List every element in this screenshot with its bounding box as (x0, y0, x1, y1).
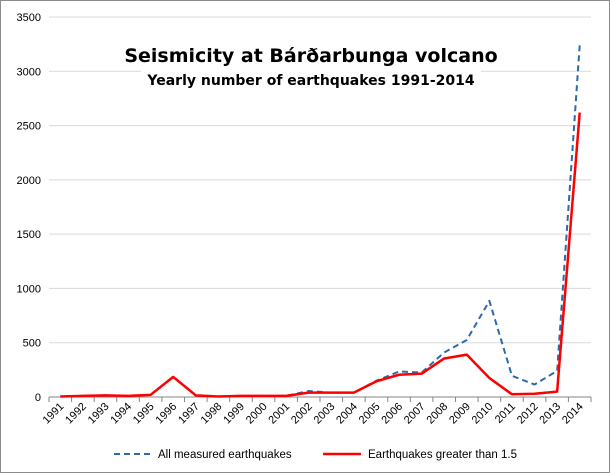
x-axis-tick-labels: 1991199219931994199519961997199819992000… (41, 401, 586, 427)
x-tick-label: 2009 (447, 401, 473, 427)
y-tick-label: 1500 (17, 229, 41, 241)
x-tick-label: 1994 (108, 401, 134, 427)
y-tick-label: 3500 (17, 12, 41, 24)
chart-title: Seismicity at Bárðarbunga volcano (124, 45, 497, 67)
series-line-all-earthquakes (60, 45, 581, 398)
x-tick-label: 2011 (493, 401, 518, 426)
legend-label-greater-than-1-5: Earthquakes greater than 1.5 (368, 449, 517, 461)
series-lines (60, 45, 581, 398)
series-line-greater-than-1-5 (60, 112, 581, 398)
x-tick-label: 2013 (537, 401, 563, 427)
x-axis (48, 396, 592, 402)
x-tick-label: 1995 (131, 401, 157, 427)
y-tick-label: 1000 (17, 283, 41, 295)
y-tick-label: 2000 (17, 175, 41, 187)
x-tick-label: 2014 (560, 401, 586, 427)
x-tick-label: 2008 (425, 401, 451, 427)
chart-title-block: Seismicity at Bárðarbunga volcano Yearly… (124, 39, 498, 95)
y-axis-tick-labels: 0 500 1000 1500 2000 2500 3000 3500 (17, 12, 41, 404)
x-tick-label: 1997 (176, 401, 202, 427)
x-tick-label: 2004 (334, 401, 360, 427)
y-tick-label: 3000 (17, 66, 41, 78)
x-tick-label: 2005 (357, 401, 383, 427)
x-tick-label: 2003 (312, 401, 338, 427)
x-tick-label: 1999 (221, 401, 247, 427)
legend-label-all-earthquakes: All measured earthquakes (158, 449, 292, 461)
x-tick-label: 1993 (86, 401, 112, 427)
x-tick-label: 1996 (154, 401, 180, 427)
x-tick-label: 2002 (289, 401, 315, 427)
y-tick-label: 0 (35, 392, 41, 404)
x-tick-label: 2007 (402, 401, 428, 427)
x-tick-label: 1991 (41, 401, 67, 427)
y-tick-label: 500 (23, 338, 41, 350)
x-tick-label: 2006 (379, 401, 405, 427)
legend: All measured earthquakes Earthquakes gre… (114, 449, 517, 461)
title-background (141, 39, 481, 95)
x-tick-label: 1998 (199, 401, 225, 427)
x-tick-label: 2001 (266, 401, 292, 427)
x-tick-label: 1992 (63, 401, 89, 427)
x-tick-label: 2010 (470, 401, 496, 427)
y-tick-label: 2500 (17, 121, 41, 133)
x-tick-label: 2012 (515, 401, 541, 427)
chart-subtitle: Yearly number of earthquakes 1991-2014 (146, 73, 474, 89)
x-tick-label: 2000 (244, 401, 270, 427)
